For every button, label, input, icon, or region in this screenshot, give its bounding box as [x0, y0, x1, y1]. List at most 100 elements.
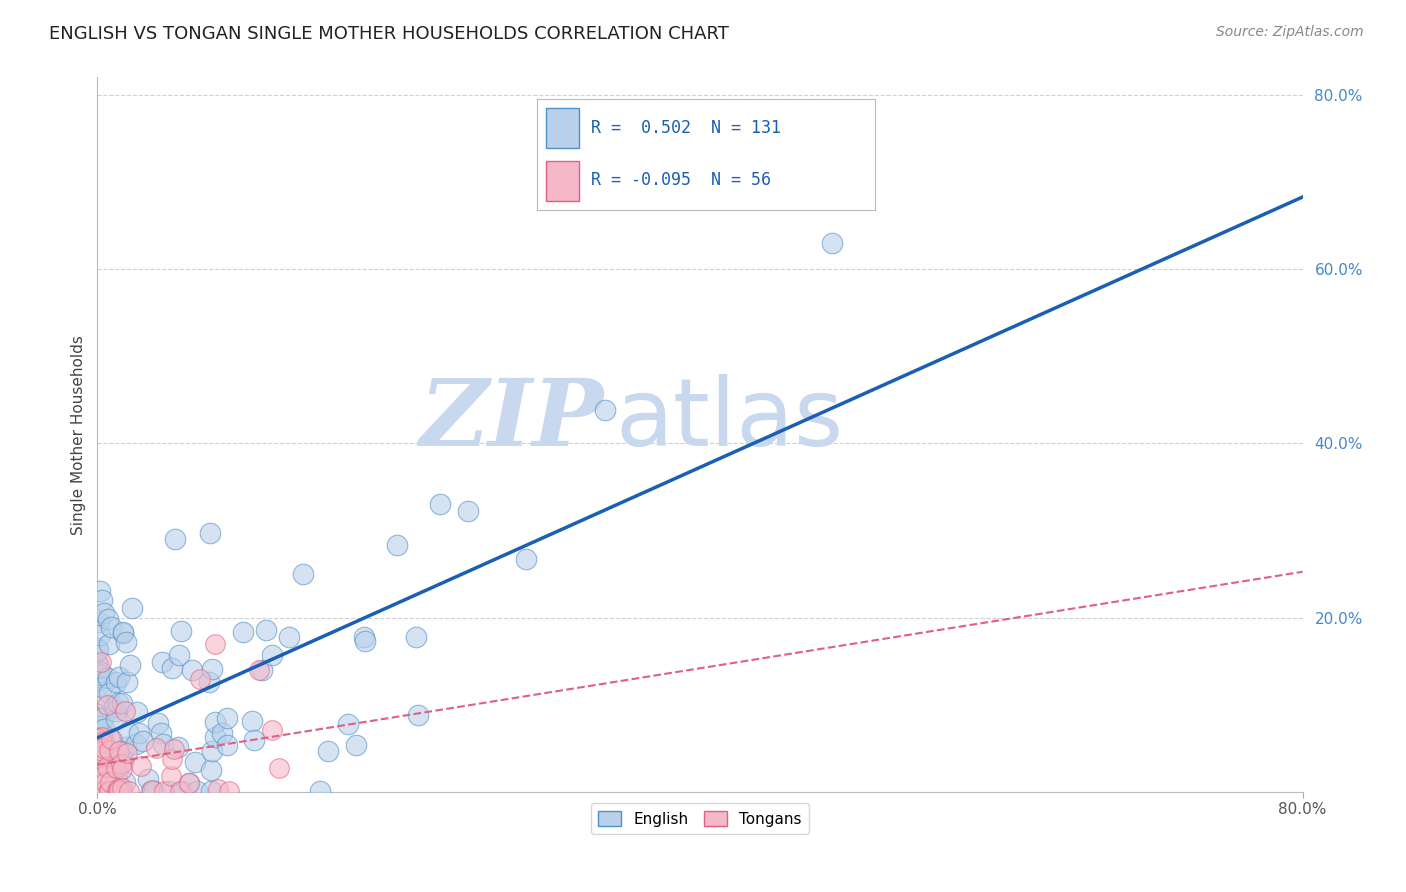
Point — [87, 732, 110, 747]
Point — [169, 648, 191, 663]
Point — [89, 668, 111, 682]
Point — [188, 672, 211, 686]
Point — [177, 776, 200, 790]
Point — [269, 762, 291, 776]
Point — [96, 759, 118, 773]
Point — [115, 675, 138, 690]
Point — [97, 671, 120, 685]
Point — [87, 784, 110, 798]
Point — [152, 737, 174, 751]
Point — [98, 775, 121, 789]
Point — [97, 784, 120, 798]
Point — [89, 666, 111, 681]
Point — [107, 744, 129, 758]
Point — [90, 655, 112, 669]
Point — [105, 784, 128, 798]
Point — [98, 784, 121, 798]
Point — [201, 662, 224, 676]
Point — [89, 628, 111, 642]
Point — [107, 783, 129, 797]
Point — [90, 746, 112, 760]
Point — [86, 706, 108, 721]
Point — [91, 784, 114, 798]
Point — [200, 784, 222, 798]
Point — [162, 742, 184, 756]
Point — [86, 784, 108, 798]
Point — [165, 533, 187, 547]
Point — [87, 743, 110, 757]
Point — [104, 674, 127, 689]
Point — [87, 784, 110, 798]
Point — [198, 675, 221, 690]
Text: Source: ZipAtlas.com: Source: ZipAtlas.com — [1216, 25, 1364, 39]
Point — [124, 737, 146, 751]
Point — [87, 719, 110, 733]
Point — [97, 686, 120, 700]
Point — [252, 663, 274, 677]
Point — [87, 751, 110, 765]
Point — [86, 690, 108, 705]
Point — [86, 641, 108, 656]
Point — [114, 634, 136, 648]
Point — [240, 714, 263, 728]
Point — [107, 697, 129, 711]
Point — [87, 747, 110, 761]
Point — [204, 715, 226, 730]
Point — [344, 738, 367, 752]
Point — [260, 648, 283, 663]
Point — [132, 734, 155, 748]
Point — [277, 630, 299, 644]
Point — [93, 607, 115, 621]
Point — [181, 663, 204, 677]
Point — [89, 584, 111, 599]
Point — [167, 740, 190, 755]
Point — [90, 593, 112, 607]
Point — [105, 784, 128, 798]
Point — [160, 769, 183, 783]
Point — [198, 526, 221, 541]
Point — [86, 760, 108, 774]
Point — [87, 784, 110, 798]
Point — [118, 657, 141, 672]
Point — [93, 722, 115, 736]
Point — [515, 552, 537, 566]
Point — [129, 759, 152, 773]
Point — [111, 626, 134, 640]
Point — [110, 784, 132, 798]
Point — [204, 637, 226, 651]
Point — [101, 784, 124, 798]
Point — [91, 711, 114, 725]
Point — [97, 784, 120, 798]
Point — [86, 757, 108, 772]
Point — [104, 704, 127, 718]
Point — [103, 700, 125, 714]
Point — [254, 624, 277, 638]
Point — [93, 768, 115, 782]
Point — [87, 731, 110, 746]
Point — [94, 784, 117, 798]
Point — [160, 752, 183, 766]
Point — [87, 747, 110, 761]
Point — [143, 784, 166, 798]
Point — [89, 769, 111, 783]
Point — [89, 747, 111, 762]
Point — [91, 771, 114, 785]
Point — [247, 663, 270, 677]
Point — [90, 784, 112, 798]
Point — [97, 784, 120, 798]
Point — [141, 783, 163, 797]
Point — [201, 744, 224, 758]
Y-axis label: Single Mother Households: Single Mother Households — [72, 334, 86, 534]
Point — [96, 698, 118, 712]
Point — [87, 746, 110, 760]
Point — [179, 776, 201, 790]
Point — [101, 780, 124, 795]
Text: ENGLISH VS TONGAN SINGLE MOTHER HOUSEHOLDS CORRELATION CHART: ENGLISH VS TONGAN SINGLE MOTHER HOUSEHOL… — [49, 25, 730, 43]
Point — [100, 620, 122, 634]
Point — [98, 637, 121, 651]
Point — [186, 784, 208, 798]
Point — [97, 612, 120, 626]
Point — [90, 681, 112, 695]
Point — [157, 784, 180, 798]
Point — [111, 762, 134, 776]
